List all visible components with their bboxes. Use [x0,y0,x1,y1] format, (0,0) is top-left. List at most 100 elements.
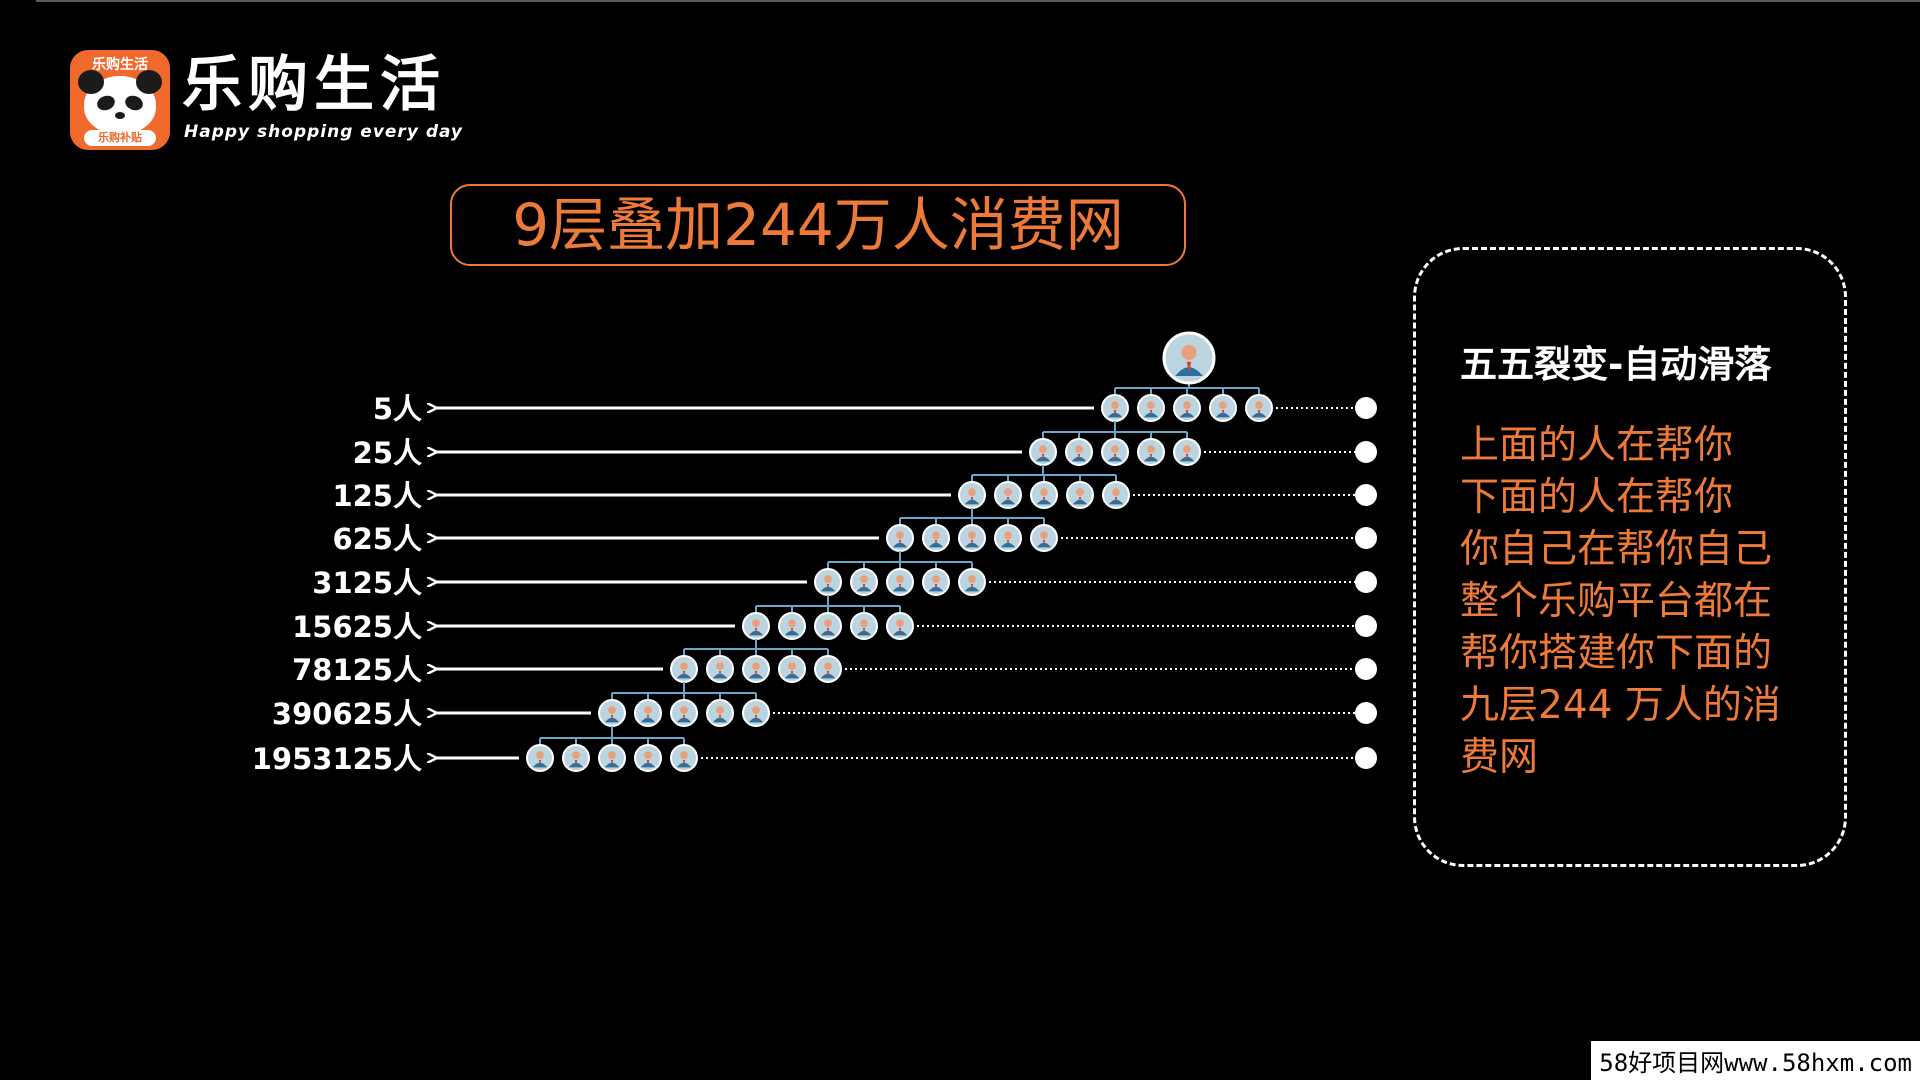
dot-icon [1355,658,1377,680]
person-avatar-icon [1209,394,1237,422]
dot-icon [1355,571,1377,593]
tree-connector [971,465,1117,482]
person-avatar-icon [778,612,806,640]
brand-subtitle: Happy shopping every day [184,122,464,142]
person-avatar-icon [742,699,770,727]
person-avatar-icon [814,568,842,596]
person-avatar-icon [1066,481,1094,509]
person-avatar-icon [958,524,986,552]
tree-level-row: 5人 [373,392,1377,426]
tree-level-row: 125人 [332,465,1377,513]
person-avatar-icon [1245,394,1273,422]
person-avatar-icon [1101,438,1129,466]
person-avatar-icon [1102,481,1130,509]
person-avatar-icon [922,568,950,596]
person-avatar-icon [598,744,626,772]
side-panel-line: 帮你搭建你下面的 [1460,631,1773,676]
person-avatar-icon [850,612,878,640]
person-avatar-icon [706,655,734,683]
tree-connector [827,551,973,569]
person-avatar-icon [1162,331,1216,385]
tree-connector [899,508,1045,525]
side-panel-line: 你自己在帮你自己 [1460,527,1773,572]
level-count-label: 78125人 [292,653,422,687]
panda-ear-left [78,70,104,94]
tree-level-row: 3125人 [312,551,1377,600]
tree-connector [611,682,757,700]
tree-connector [539,726,685,745]
person-avatar-icon [670,655,698,683]
dot-icon [1355,615,1377,637]
app-logo: 乐购生活 乐购补贴 [70,50,170,150]
person-avatar-icon [814,655,842,683]
person-avatar-icon [598,699,626,727]
person-avatar-icon [634,744,662,772]
logo-badge: 乐购补贴 [84,130,156,146]
person-avatar-icon [1029,438,1057,466]
level-count-label: 5人 [373,392,422,426]
person-avatar-icon [814,612,842,640]
dot-icon [1355,702,1377,724]
tree-connector [683,639,829,656]
tree-connector [1042,421,1188,439]
tree-level-row: 15625人 [292,595,1377,644]
person-avatar-icon [994,481,1022,509]
dot-icon [1355,527,1377,549]
level-count-label: 15625人 [292,610,422,644]
person-avatar-icon [1137,394,1165,422]
person-avatar-icon [742,655,770,683]
side-panel-line: 九层244 万人的消 [1460,683,1781,728]
dot-icon [1355,484,1377,506]
dot-icon [1355,747,1377,769]
person-avatar-icon [922,524,950,552]
level-count-label: 625人 [332,522,422,556]
person-avatar-icon [1030,524,1058,552]
side-panel-line: 整个乐购平台都在 [1460,579,1773,624]
panda-face-icon [78,70,162,134]
side-panel-line: 费网 [1460,735,1539,780]
tree-connector [1114,383,1260,395]
tree-connector [755,595,901,613]
side-panel-line: 上面的人在帮你 [1460,423,1734,468]
person-avatar-icon [850,568,878,596]
side-panel-title: 五五裂变-自动滑落 [1460,343,1772,386]
tree-level-row: 1953125人 [252,726,1377,776]
dot-icon [1355,441,1377,463]
person-avatar-icon [1173,438,1201,466]
person-avatar-icon [886,612,914,640]
tree-level-row: 625人 [332,508,1377,556]
watermark: 58好项目网www.58hxm.com [1591,1041,1920,1080]
panda-nose [115,112,125,119]
tree-level-row: 78125人 [292,639,1377,687]
dot-icon [1355,397,1377,419]
side-panel-box [1413,247,1847,867]
person-avatar-icon [1101,394,1129,422]
person-avatar-icon [778,655,806,683]
tree-level-row: 390625人 [272,682,1377,731]
person-avatar-icon [958,481,986,509]
person-avatar-icon [742,612,770,640]
person-avatar-icon [886,524,914,552]
tree-level-row: 25人 [353,421,1377,470]
person-avatar-icon [1137,438,1165,466]
person-avatar-icon [670,744,698,772]
person-avatar-icon [958,568,986,596]
person-avatar-icon [526,744,554,772]
person-avatar-icon [1065,438,1093,466]
top-divider [36,0,1920,2]
person-avatar-icon [706,699,734,727]
level-count-label: 390625人 [272,697,422,731]
brand-title: 乐购生活 [182,50,446,120]
person-avatar-icon [670,699,698,727]
person-avatar-icon [634,699,662,727]
side-panel-line: 下面的人在帮你 [1460,475,1734,520]
person-avatar-icon [994,524,1022,552]
person-avatar-icon [886,568,914,596]
person-avatar-icon [1030,481,1058,509]
panda-ear-right [136,70,162,94]
headline-title: 9层叠加244万人消费网 [450,184,1186,266]
level-count-label: 3125人 [312,566,422,600]
level-count-label: 125人 [332,479,422,513]
logo-top-text: 乐购生活 [92,57,148,73]
level-count-label: 25人 [353,436,422,470]
